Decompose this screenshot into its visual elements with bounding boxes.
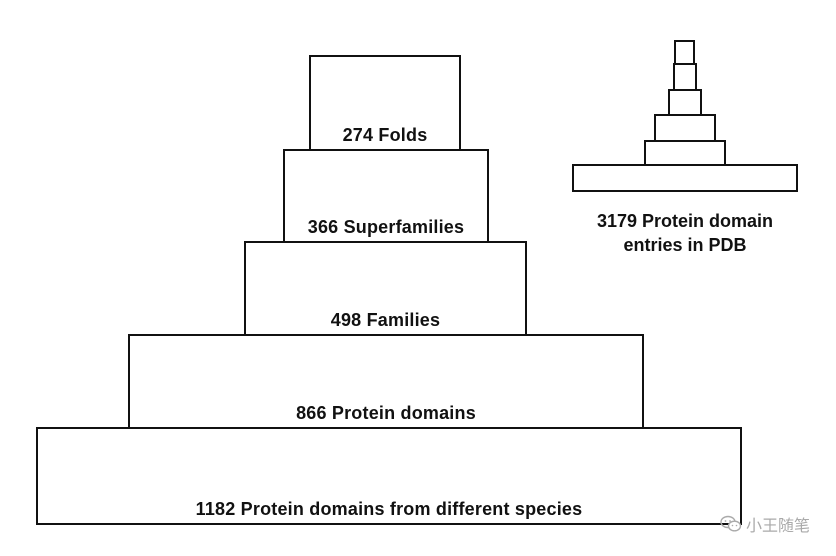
tier-folds: 274 Folds <box>309 55 461 151</box>
pdb-tier-base <box>572 164 798 192</box>
tier-protein-domains: 866 Protein domains <box>128 334 644 429</box>
tier-superfamilies: 366 Superfamilies <box>283 149 489 243</box>
pdb-tier-4 <box>668 89 702 116</box>
pdb-caption-line1: 3179 Protein domain <box>596 211 774 231</box>
tier-protein-domains-label: 866 Protein domains <box>296 403 476 423</box>
tier-superfamilies-label: 366 Superfamilies <box>307 217 465 237</box>
tier-species-domains-label: 1182 Protein domains from different spec… <box>195 499 583 519</box>
wechat-icon <box>720 515 742 532</box>
tier-families-label: 498 Families <box>330 310 441 330</box>
pdb-tier-5 <box>673 63 697 91</box>
tier-folds-label: 274 Folds <box>342 125 428 145</box>
pdb-tier-top <box>674 40 695 65</box>
watermark: 小王随笔 <box>720 512 810 536</box>
pdb-tier-3 <box>654 114 716 142</box>
watermark-text: 小王随笔 <box>745 518 810 535</box>
pdb-tier-2 <box>644 140 726 166</box>
tier-families: 498 Families <box>244 241 527 336</box>
pdb-caption: 3179 Protein domain entries in PDB <box>560 209 810 257</box>
pdb-caption-line2: entries in PDB <box>623 235 747 255</box>
tier-species-domains: 1182 Protein domains from different spec… <box>36 427 742 525</box>
